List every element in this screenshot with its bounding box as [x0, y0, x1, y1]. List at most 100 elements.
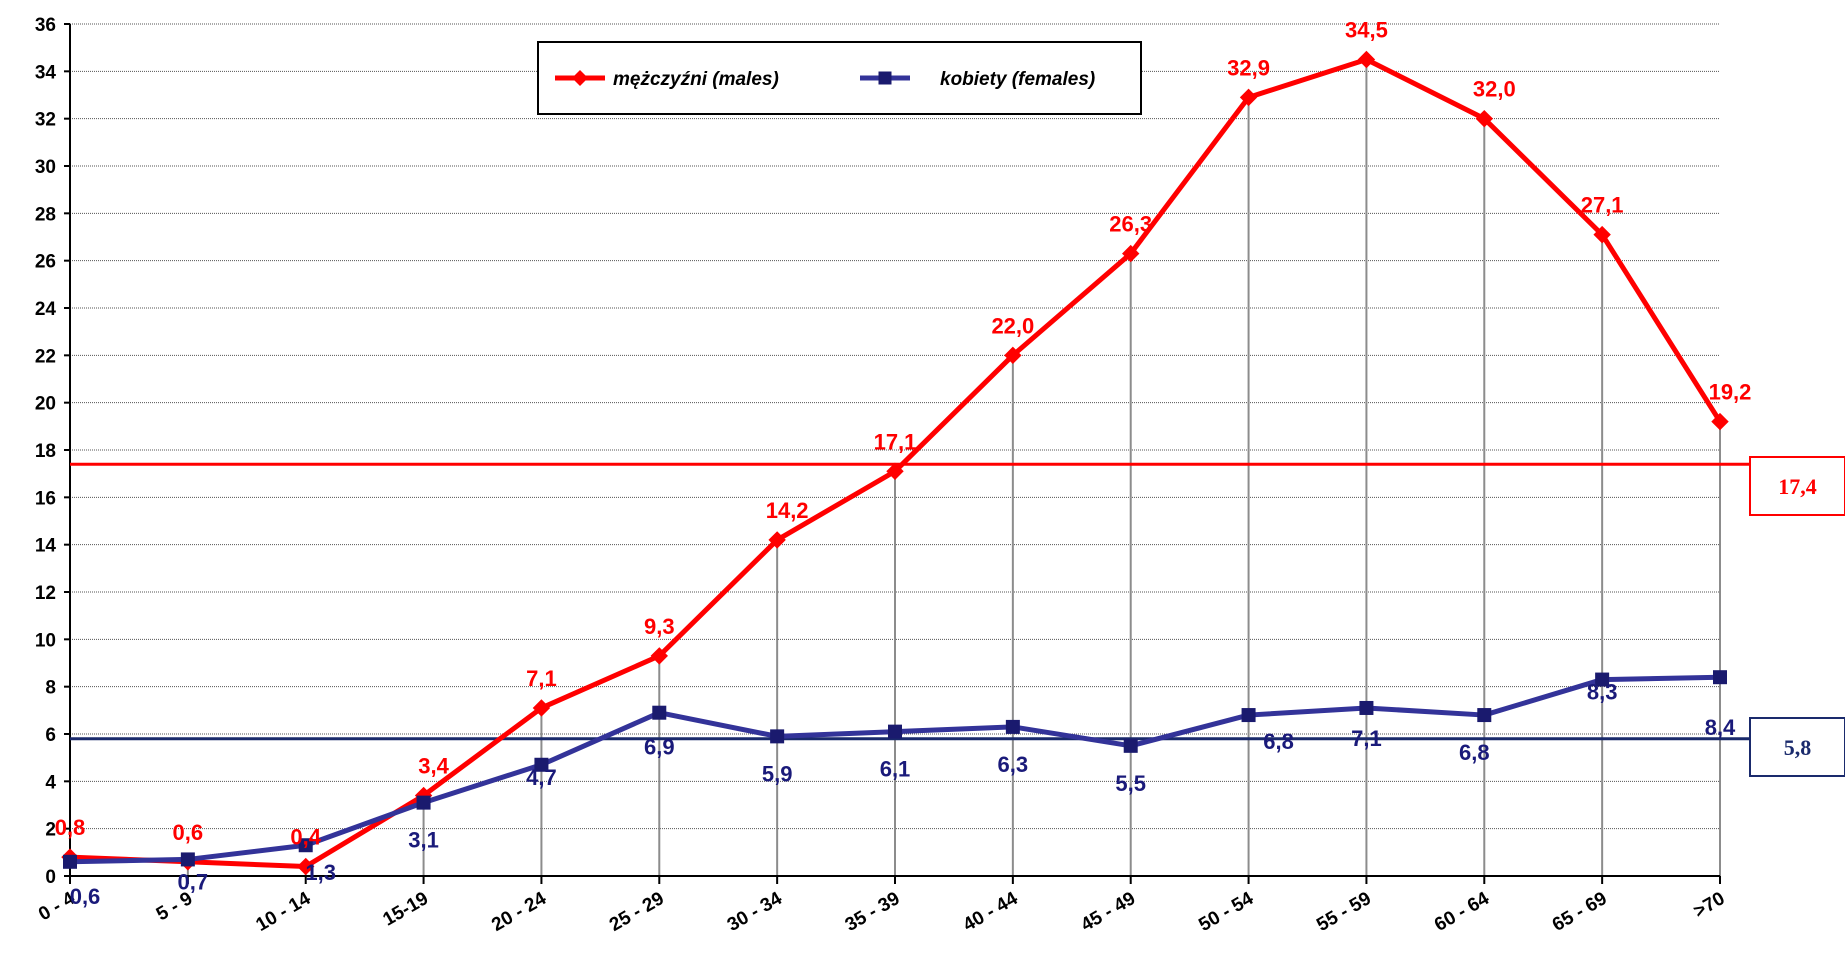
x-tick-label: 55 - 59 [1313, 888, 1375, 936]
data-label-males: 14,2 [766, 498, 809, 523]
data-label-males: 7,1 [526, 666, 557, 691]
reference-label-box [1749, 456, 1845, 516]
series-group [61, 50, 1729, 876]
data-label-males: 27,1 [1581, 193, 1624, 218]
y-tick-label: 26 [35, 252, 56, 273]
data-label-males: 3,4 [418, 754, 449, 779]
marker-females [1359, 700, 1374, 715]
marker-males [1475, 109, 1493, 128]
y-tick-label: 0 [45, 867, 56, 888]
data-label-females: 5,9 [762, 761, 793, 786]
data-label-females: 8,3 [1587, 680, 1618, 705]
marker-males [532, 699, 551, 717]
marker-females [534, 757, 549, 772]
data-label-females: 8,4 [1705, 715, 1736, 740]
data-label-females: 6,1 [880, 757, 911, 782]
y-tick-label: 18 [35, 441, 56, 462]
data-label-females: 0,6 [70, 884, 101, 909]
y-tick-label: 28 [35, 204, 56, 225]
marker-males [297, 857, 315, 876]
marker-males [1004, 346, 1022, 365]
marker-females [298, 838, 313, 853]
marker-males [886, 462, 904, 481]
data-label-males: 0,4 [290, 825, 321, 850]
data-label-females: 3,1 [408, 828, 439, 853]
marker-females [180, 852, 195, 867]
data-label-females: 7,1 [1351, 726, 1382, 751]
y-tick-label: 34 [35, 62, 57, 83]
data-label-males: 34,5 [1345, 18, 1388, 43]
reference-label-box [1749, 717, 1845, 777]
x-tick-label: 25 - 29 [606, 888, 668, 936]
marker-males [1239, 88, 1258, 107]
x-tick-label: 65 - 69 [1549, 888, 1611, 936]
y-tick-label: 20 [35, 394, 56, 415]
x-tick-label: 10 - 14 [252, 888, 314, 936]
marker-females [1713, 670, 1727, 685]
marker-females [1241, 708, 1256, 723]
data-label-males: 32,0 [1473, 77, 1516, 102]
marker-males [1122, 244, 1140, 263]
marker-females [770, 729, 785, 744]
marker-females [1595, 672, 1610, 687]
x-tick-label: 20 - 24 [488, 888, 550, 936]
data-label-males: 32,9 [1227, 55, 1270, 80]
y-tick-label: 22 [35, 346, 56, 367]
y-tick-label: 16 [35, 488, 56, 509]
marker-females [63, 854, 77, 869]
marker-males [1357, 50, 1376, 69]
x-tick-label: 40 - 44 [960, 888, 1022, 936]
marker-males [650, 647, 668, 665]
data-label-males: 26,3 [1109, 212, 1152, 237]
x-tick-label: 60 - 64 [1431, 888, 1493, 936]
x-tick-label: 30 - 34 [724, 888, 786, 936]
legend-label-males: mężczyźni (males) [613, 69, 779, 90]
x-tick-label: 35 - 39 [842, 888, 904, 936]
x-tick-label: 50 - 54 [1195, 888, 1257, 936]
y-tick-label: 8 [45, 678, 56, 699]
data-label-males: 17,1 [874, 429, 917, 454]
legend: mężczyźni (males) kobiety (females) [537, 41, 1142, 115]
data-label-females: 6,3 [998, 752, 1029, 777]
y-tick-label: 36 [35, 15, 56, 36]
marker-females [416, 795, 431, 810]
legend-marker-males [572, 70, 588, 86]
data-label-females: 5,5 [1115, 771, 1146, 796]
legend-label-females: kobiety (females) [940, 69, 1095, 90]
y-tick-label: 24 [35, 299, 57, 320]
marker-males [1593, 225, 1611, 244]
data-label-females: 1,3 [305, 860, 336, 885]
y-tick-label: 32 [35, 110, 56, 131]
data-label-females: 4,7 [526, 765, 557, 790]
y-tick-label: 12 [35, 583, 56, 604]
data-label-males: 0,6 [173, 820, 204, 845]
data-label-males: 22,0 [991, 313, 1034, 338]
marker-females [1005, 719, 1020, 734]
y-tick-label: 14 [35, 536, 57, 557]
marker-females [652, 705, 667, 720]
y-tick-label: 4 [45, 772, 56, 793]
marker-females [1123, 738, 1138, 753]
data-labels: 0,8 0,6 0,4 3,4 7,1 9,3 14,2 17,1 22,0 26,3 32,9 34… [55, 18, 1752, 909]
x-tick-label: 15-19 [379, 888, 432, 930]
reference-label: 17,4 [1778, 474, 1817, 499]
data-label-females: 6,8 [1459, 740, 1490, 765]
data-label-males: 0,8 [55, 815, 86, 840]
x-tick-label: >70 [1690, 888, 1728, 922]
data-label-females: 0,7 [178, 869, 209, 894]
data-label-females: 6,9 [644, 735, 675, 760]
reference-label: 5,8 [1784, 735, 1812, 760]
y-tick-label: 10 [35, 630, 56, 651]
data-label-females: 6,8 [1263, 729, 1294, 754]
y-tick-label: 2 [45, 820, 56, 841]
data-label-males: 19,2 [1709, 380, 1752, 405]
marker-males [768, 531, 786, 549]
y-tick-label: 30 [35, 157, 56, 178]
y-tick-label: 6 [45, 725, 56, 746]
marker-males [1711, 412, 1729, 431]
reference-lines: 17,4 5,8 [70, 456, 1845, 777]
marker-females [1477, 708, 1492, 723]
legend-box [537, 41, 1142, 115]
